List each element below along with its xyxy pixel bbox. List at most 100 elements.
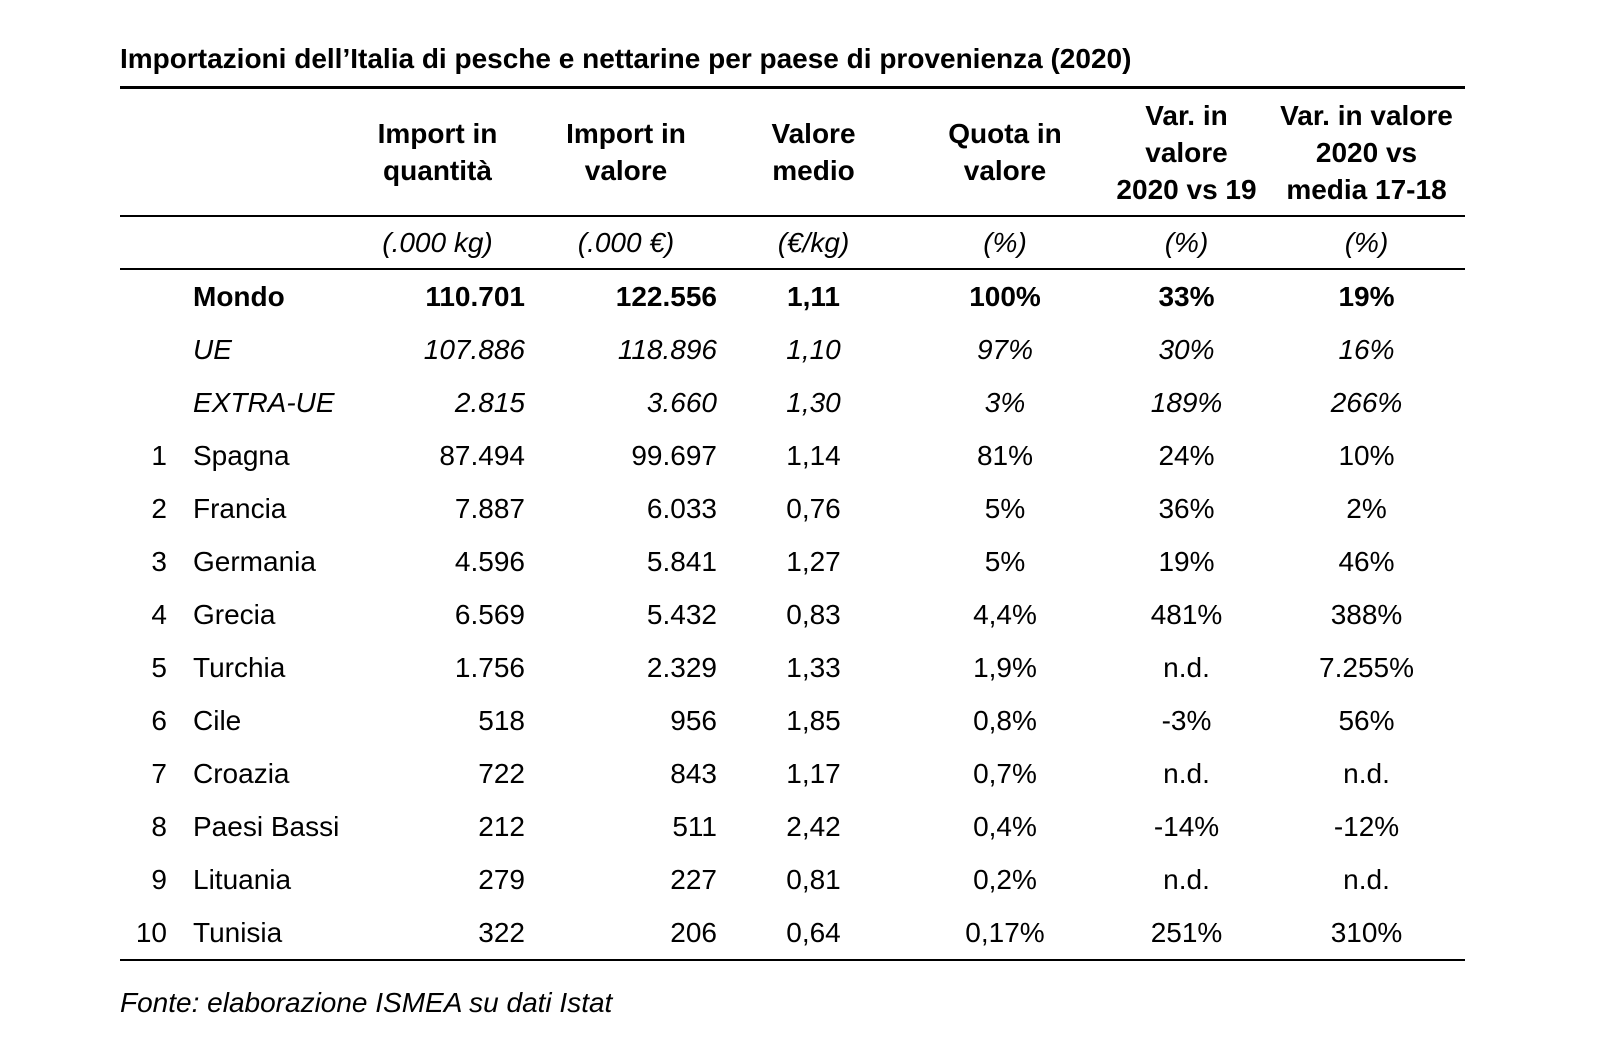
value-avg: 0,76 <box>786 492 841 524</box>
units-spacer-country <box>178 216 345 270</box>
value-var-2020-1718: -12% <box>1333 810 1400 842</box>
table-row: UE 107.886 118.896 1,10 97% 30% 16% <box>120 323 1465 376</box>
table-body: Mondo 110.701 122.556 1,11 100% 33% 19% … <box>120 269 1465 960</box>
table-row: 3 Germania 4.596 5.841 1,27 5% 19% 46% <box>120 535 1465 588</box>
rank-cell: 5 <box>151 651 167 683</box>
value-var-2020-19: 481% <box>1150 598 1223 630</box>
value-import-value: 5.841 <box>646 545 717 577</box>
rank-cell <box>120 323 178 376</box>
column-header-var-2020-19: Var. in valore 2020 vs 19 <box>1105 89 1268 217</box>
page-title: Importazioni dell’Italia di pesche e net… <box>120 40 1465 89</box>
value-var-2020-1718: 2% <box>1346 492 1387 524</box>
unit-label-var19: (%) <box>1105 216 1268 270</box>
country-cell: Francia <box>193 492 287 524</box>
value-avg: 1,14 <box>786 439 841 471</box>
column-header-import-value: Import in valore <box>530 89 722 217</box>
rank-cell: 8 <box>151 810 167 842</box>
column-header-import-quantity: Import in quantità <box>345 89 530 217</box>
value-import-value: 122.556 <box>615 280 717 312</box>
units-spacer-rank <box>120 216 178 270</box>
table-row: 10 Tunisia 322 206 0,64 0,17% 251% 310% <box>120 906 1465 960</box>
value-share: 0,17% <box>965 916 1045 948</box>
value-share: 5% <box>984 492 1026 524</box>
table-row: EXTRA-UE 2.815 3.660 1,30 3% 189% 266% <box>120 376 1465 429</box>
value-var-2020-1718: 19% <box>1338 280 1395 312</box>
value-var-2020-19: -14% <box>1153 810 1220 842</box>
value-var-2020-19: 251% <box>1150 916 1223 948</box>
table-row: 7 Croazia 722 843 1,17 0,7% n.d. n.d. <box>120 747 1465 800</box>
value-var-2020-19: 30% <box>1158 333 1215 365</box>
column-header-value-share: Quota in valore <box>905 89 1105 217</box>
country-cell: Croazia <box>193 757 290 789</box>
value-var-2020-1718: n.d. <box>1343 863 1390 895</box>
country-cell: Cile <box>193 704 242 736</box>
source-note: Fonte: elaborazione ISMEA su dati Istat <box>120 987 613 1018</box>
value-import-quantity: 6.569 <box>454 598 525 630</box>
header-spacer-rank <box>120 89 178 217</box>
value-avg: 0,64 <box>786 916 841 948</box>
value-share: 81% <box>976 439 1034 471</box>
country-cell: Spagna <box>193 439 290 471</box>
column-header-var-2020-1718: Var. in valore 2020 vs media 17-18 <box>1268 89 1465 217</box>
value-avg: 1,11 <box>787 280 840 312</box>
table-row: 8 Paesi Bassi 212 511 2,42 0,4% -14% -12… <box>120 800 1465 853</box>
unit-label-avg: (€/kg) <box>722 216 905 270</box>
report-table-section: Importazioni dell’Italia di pesche e net… <box>120 40 1465 1019</box>
unit-label-var1718: (%) <box>1268 216 1465 270</box>
value-import-value: 206 <box>670 916 717 948</box>
value-var-2020-1718: 266% <box>1330 386 1403 418</box>
value-import-quantity: 518 <box>478 704 525 736</box>
rank-cell: 4 <box>151 598 167 630</box>
value-import-value: 6.033 <box>646 492 717 524</box>
value-import-value: 3.660 <box>646 386 717 418</box>
value-var-2020-1718: 56% <box>1338 704 1395 736</box>
unit-label-quantity: (.000 kg) <box>345 216 530 270</box>
header-spacer-country <box>178 89 345 217</box>
value-var-2020-1718: 310% <box>1330 916 1403 948</box>
value-import-quantity: 107.886 <box>423 333 525 365</box>
rank-cell <box>120 269 178 323</box>
value-import-quantity: 212 <box>478 810 525 842</box>
value-var-2020-19: 189% <box>1150 386 1223 418</box>
value-share: 4,4% <box>973 598 1037 630</box>
value-var-2020-19: 24% <box>1158 439 1215 471</box>
imports-table: Import in quantità Import in valore Valo… <box>120 89 1465 961</box>
value-avg: 1,33 <box>786 651 841 683</box>
value-import-value: 956 <box>670 704 717 736</box>
value-import-quantity: 7.887 <box>454 492 525 524</box>
country-cell: Turchia <box>193 651 286 683</box>
value-var-2020-19: 36% <box>1158 492 1215 524</box>
value-var-2020-19: 19% <box>1158 545 1215 577</box>
unit-label-share: (%) <box>905 216 1105 270</box>
value-share: 0,2% <box>973 863 1037 895</box>
value-import-quantity: 1.756 <box>454 651 525 683</box>
value-var-2020-1718: 16% <box>1338 333 1395 365</box>
country-cell: Tunisia <box>193 916 283 948</box>
value-import-quantity: 322 <box>478 916 525 948</box>
table-row: 5 Turchia 1.756 2.329 1,33 1,9% n.d. 7.2… <box>120 641 1465 694</box>
country-cell: UE <box>193 333 232 365</box>
value-avg: 2,42 <box>786 810 841 842</box>
country-cell: Mondo <box>193 280 285 312</box>
rank-cell: 10 <box>135 916 167 948</box>
value-avg: 0,83 <box>786 598 841 630</box>
value-avg: 1,85 <box>786 704 841 736</box>
value-var-2020-1718: 388% <box>1330 598 1403 630</box>
value-import-value: 2.329 <box>646 651 717 683</box>
value-var-2020-19: 33% <box>1158 280 1215 312</box>
value-share: 3% <box>984 386 1026 418</box>
table-row: 4 Grecia 6.569 5.432 0,83 4,4% 481% 388% <box>120 588 1465 641</box>
value-import-quantity: 279 <box>478 863 525 895</box>
country-cell: Lituania <box>193 863 292 895</box>
rank-cell: 1 <box>151 439 167 471</box>
value-import-value: 511 <box>672 810 717 842</box>
country-cell: Paesi Bassi <box>193 810 340 842</box>
value-import-value: 843 <box>670 757 717 789</box>
value-avg: 1,30 <box>786 386 841 418</box>
rank-cell: 6 <box>151 704 167 736</box>
value-var-2020-19: -3% <box>1161 704 1212 736</box>
value-share: 100% <box>969 280 1041 312</box>
value-share: 0,4% <box>973 810 1037 842</box>
value-avg: 1,27 <box>786 545 841 577</box>
value-avg: 1,10 <box>786 333 841 365</box>
